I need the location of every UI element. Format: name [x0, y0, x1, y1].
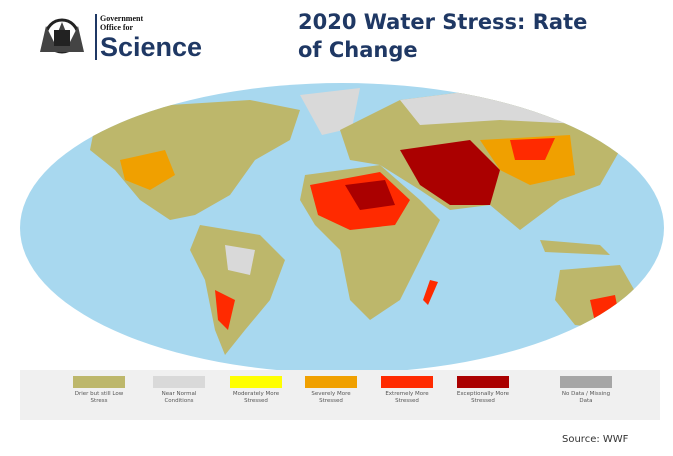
- legend-label: Near Normal Conditions: [148, 391, 210, 405]
- page: Government Office for Science 2020 Water…: [0, 0, 673, 456]
- map: [0, 0, 673, 380]
- source: Source: WWF: [562, 434, 628, 445]
- legend-item: Moderately More Stressed: [225, 376, 287, 405]
- legend-item: Extremely More Stressed: [376, 376, 438, 405]
- legend-item: Exceptionally More Stressed: [452, 376, 514, 405]
- legend-label: No Data / Missing Data: [555, 391, 617, 405]
- legend-swatch: [381, 376, 433, 388]
- legend-swatch: [230, 376, 282, 388]
- legend-label: Drier but still Low Stress: [68, 391, 130, 405]
- legend-swatch: [457, 376, 509, 388]
- legend-item: No Data / Missing Data: [555, 376, 617, 405]
- legend-label: Severely More Stressed: [300, 391, 362, 405]
- legend-label: Moderately More Stressed: [225, 391, 287, 405]
- legend-label: Extremely More Stressed: [376, 391, 438, 405]
- legend: Drier but still Low Stress Near Normal Co…: [20, 370, 660, 420]
- legend-item: Severely More Stressed: [300, 376, 362, 405]
- legend-item: Drier but still Low Stress: [68, 376, 130, 405]
- legend-swatch: [560, 376, 612, 388]
- legend-swatch: [153, 376, 205, 388]
- legend-label: Exceptionally More Stressed: [452, 391, 514, 405]
- legend-item: Near Normal Conditions: [148, 376, 210, 405]
- legend-swatch: [73, 376, 125, 388]
- legend-swatch: [305, 376, 357, 388]
